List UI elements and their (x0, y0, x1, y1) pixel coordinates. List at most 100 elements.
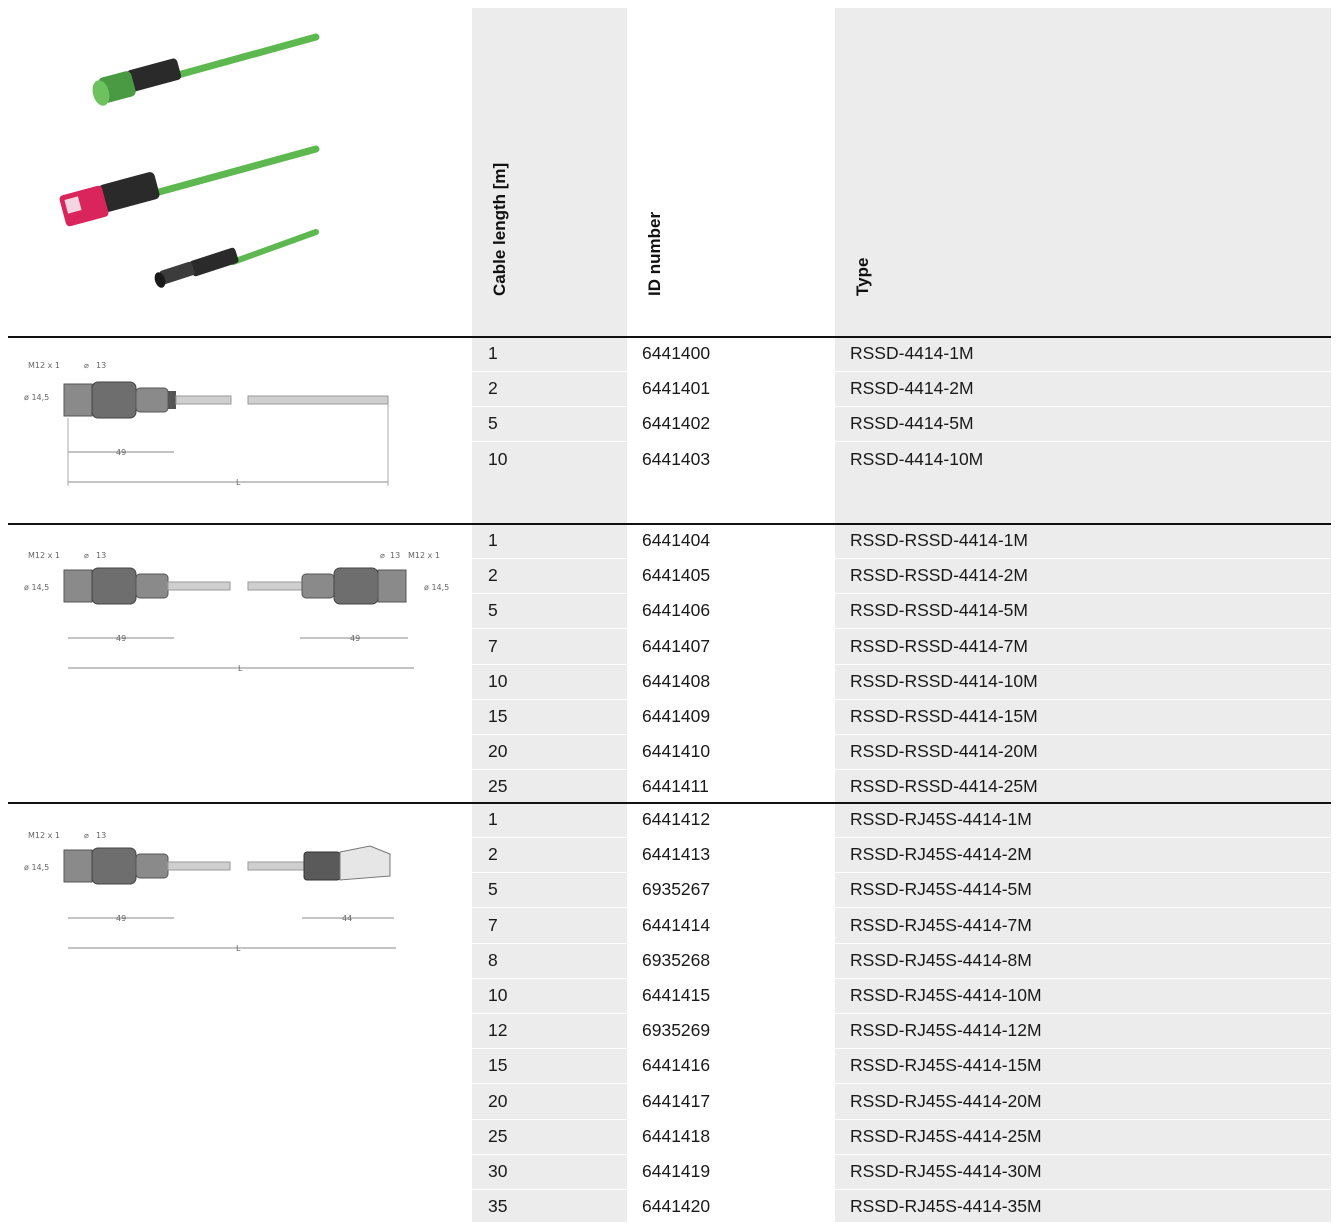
cell-id-number: 6441400 (642, 343, 711, 363)
m12-connector-shape (63, 847, 169, 885)
cell-type: RSSD-RJ45S-4414-12M (850, 1020, 1042, 1041)
cell-id-number: 6441406 (642, 600, 711, 621)
m8-cable-photo (154, 229, 319, 288)
table-row: 20 6441410 RSSD-RSSD-4414-20M (472, 735, 1331, 771)
rj45-cable-photo (59, 145, 320, 227)
svg-text:13: 13 (96, 831, 106, 840)
cable-length-column-bg (472, 8, 627, 1222)
table-row: 8 6935268 RSSD-RJ45S-4414-8M (472, 944, 1331, 979)
table-row: 2 6441413 RSSD-RJ45S-4414-2M (472, 838, 1331, 874)
cell-cable-length: 15 (488, 1055, 508, 1076)
table-row: 15 6441416 RSSD-RJ45S-4414-15M (472, 1049, 1331, 1085)
cell-type: RSSD-RJ45S-4414-1M (850, 809, 1032, 829)
svg-text:⌀: ⌀ (380, 551, 385, 560)
cell-cable-length: 1 (488, 343, 498, 363)
svg-text:49: 49 (350, 634, 360, 643)
cell-cable-length: 8 (488, 949, 498, 970)
cell-id-number: 6441413 (642, 844, 711, 865)
table-row: 5 6935267 RSSD-RJ45S-4414-5M (472, 873, 1331, 909)
m12-connector-left-shape (63, 567, 169, 605)
cell-type: RSSD-RJ45S-4414-8M (850, 949, 1032, 970)
cell-cable-length: 35 (488, 1196, 508, 1217)
table-row: 12 6935269 RSSD-RJ45S-4414-12M (472, 1014, 1331, 1050)
dimension-drawing-single-m12: M12 x 1 ⌀ 13 ø 14,5 49 L (24, 361, 389, 487)
svg-text:ø 14,5: ø 14,5 (24, 863, 49, 872)
cell-id-number: 6441410 (642, 741, 711, 762)
cell-type: RSSD-RJ45S-4414-7M (850, 914, 1032, 935)
cell-type: RSSD-RJ45S-4414-2M (850, 844, 1032, 865)
cell-cable-length: 7 (488, 635, 498, 656)
svg-text:M12 x 1: M12 x 1 (28, 551, 60, 560)
cell-cable-length: 12 (488, 1020, 508, 1041)
cell-type: RSSD-RSSD-4414-20M (850, 741, 1038, 762)
cell-id-number: 6441420 (642, 1196, 711, 1217)
cell-id-number: 6441414 (642, 914, 711, 935)
m12-connector-right-shape (301, 567, 407, 605)
cell-type: RSSD-RJ45S-4414-5M (850, 879, 1032, 900)
rj45-connector-shape (303, 845, 391, 881)
cell-cable-length: 10 (488, 670, 508, 691)
cell-type: RSSD-4414-2M (850, 378, 974, 399)
table-row: 10 6441408 RSSD-RSSD-4414-10M (472, 665, 1331, 700)
table-row: 5 6441402 RSSD-4414-5M (472, 407, 1331, 443)
cell-id-number: 6441402 (642, 413, 711, 434)
cell-type: RSSD-RJ45S-4414-15M (850, 1055, 1042, 1076)
cell-cable-length: 30 (488, 1161, 508, 1181)
cell-type: RSSD-RJ45S-4414-20M (850, 1090, 1042, 1111)
svg-text:49: 49 (116, 448, 126, 457)
svg-text:ø 14,5: ø 14,5 (24, 393, 49, 402)
svg-text:⌀: ⌀ (84, 831, 89, 840)
cell-type: RSSD-4414-1M (850, 343, 974, 363)
cell-cable-length: 5 (488, 600, 498, 621)
cell-cable-length: 2 (488, 378, 498, 399)
cell-id-number: 6441408 (642, 670, 711, 691)
cell-type: RSSD-RJ45S-4414-10M (850, 985, 1042, 1005)
table-row: 25 6441418 RSSD-RJ45S-4414-25M (472, 1120, 1331, 1155)
group-divider (8, 802, 1331, 804)
cell-id-number: 6441409 (642, 706, 711, 726)
table-row: 30 6441419 RSSD-RJ45S-4414-30M (472, 1155, 1331, 1190)
dimension-drawing-double-m12: M12 x 1 ⌀ 13 ø 14,5 ⌀ 13 M12 x 1 ø 14,5 … (24, 551, 449, 673)
cable-product-photo (59, 33, 320, 288)
svg-text:49: 49 (116, 634, 126, 643)
table-row: 5 6441406 RSSD-RSSD-4414-5M (472, 594, 1331, 630)
cell-id-number: 6441412 (642, 809, 711, 829)
cell-cable-length: 5 (488, 879, 498, 900)
cell-type: RSSD-RSSD-4414-25M (850, 776, 1038, 797)
table-row: 10 6441403 RSSD-4414-10M (472, 443, 1331, 478)
cell-type: RSSD-RSSD-4414-7M (850, 635, 1028, 656)
cell-cable-length: 7 (488, 914, 498, 935)
cell-cable-length: 2 (488, 844, 498, 865)
cell-id-number: 6441403 (642, 448, 711, 469)
cell-id-number: 6441417 (642, 1090, 711, 1111)
cell-type: RSSD-RSSD-4414-2M (850, 565, 1028, 586)
svg-text:13: 13 (96, 361, 106, 370)
cell-cable-length: 2 (488, 565, 498, 586)
svg-text:M12 x 1: M12 x 1 (408, 551, 440, 560)
header-type: Type (853, 257, 872, 296)
cell-cable-length: 10 (488, 448, 508, 469)
cell-id-number: 6441415 (642, 985, 711, 1005)
cell-id-number: 6441407 (642, 635, 711, 656)
table-row: 20 6441417 RSSD-RJ45S-4414-20M (472, 1085, 1331, 1120)
cell-type: RSSD-4414-10M (850, 448, 984, 469)
svg-text:44: 44 (342, 914, 352, 923)
cell-id-number: 6441411 (642, 776, 709, 797)
cell-cable-length: 25 (488, 776, 508, 797)
cell-cable-length: 10 (488, 985, 508, 1005)
group-divider (8, 336, 1331, 338)
cell-id-number: 6935267 (642, 879, 711, 900)
cell-cable-length: 1 (488, 809, 498, 829)
svg-text:L: L (236, 478, 241, 487)
cell-cable-length: 5 (488, 413, 498, 434)
table-row: 1 6441400 RSSD-4414-1M (472, 337, 1331, 372)
m12-connector-shape (63, 381, 176, 419)
cell-id-number: 6441405 (642, 565, 711, 586)
cell-id-number: 6441401 (642, 378, 711, 399)
type-column-bg (835, 8, 1331, 1222)
cell-id-number: 6935269 (642, 1020, 711, 1041)
m12-cable-photo (92, 33, 320, 106)
cell-type: RSSD-RSSD-4414-5M (850, 600, 1028, 621)
svg-text:ø 14,5: ø 14,5 (24, 583, 49, 592)
